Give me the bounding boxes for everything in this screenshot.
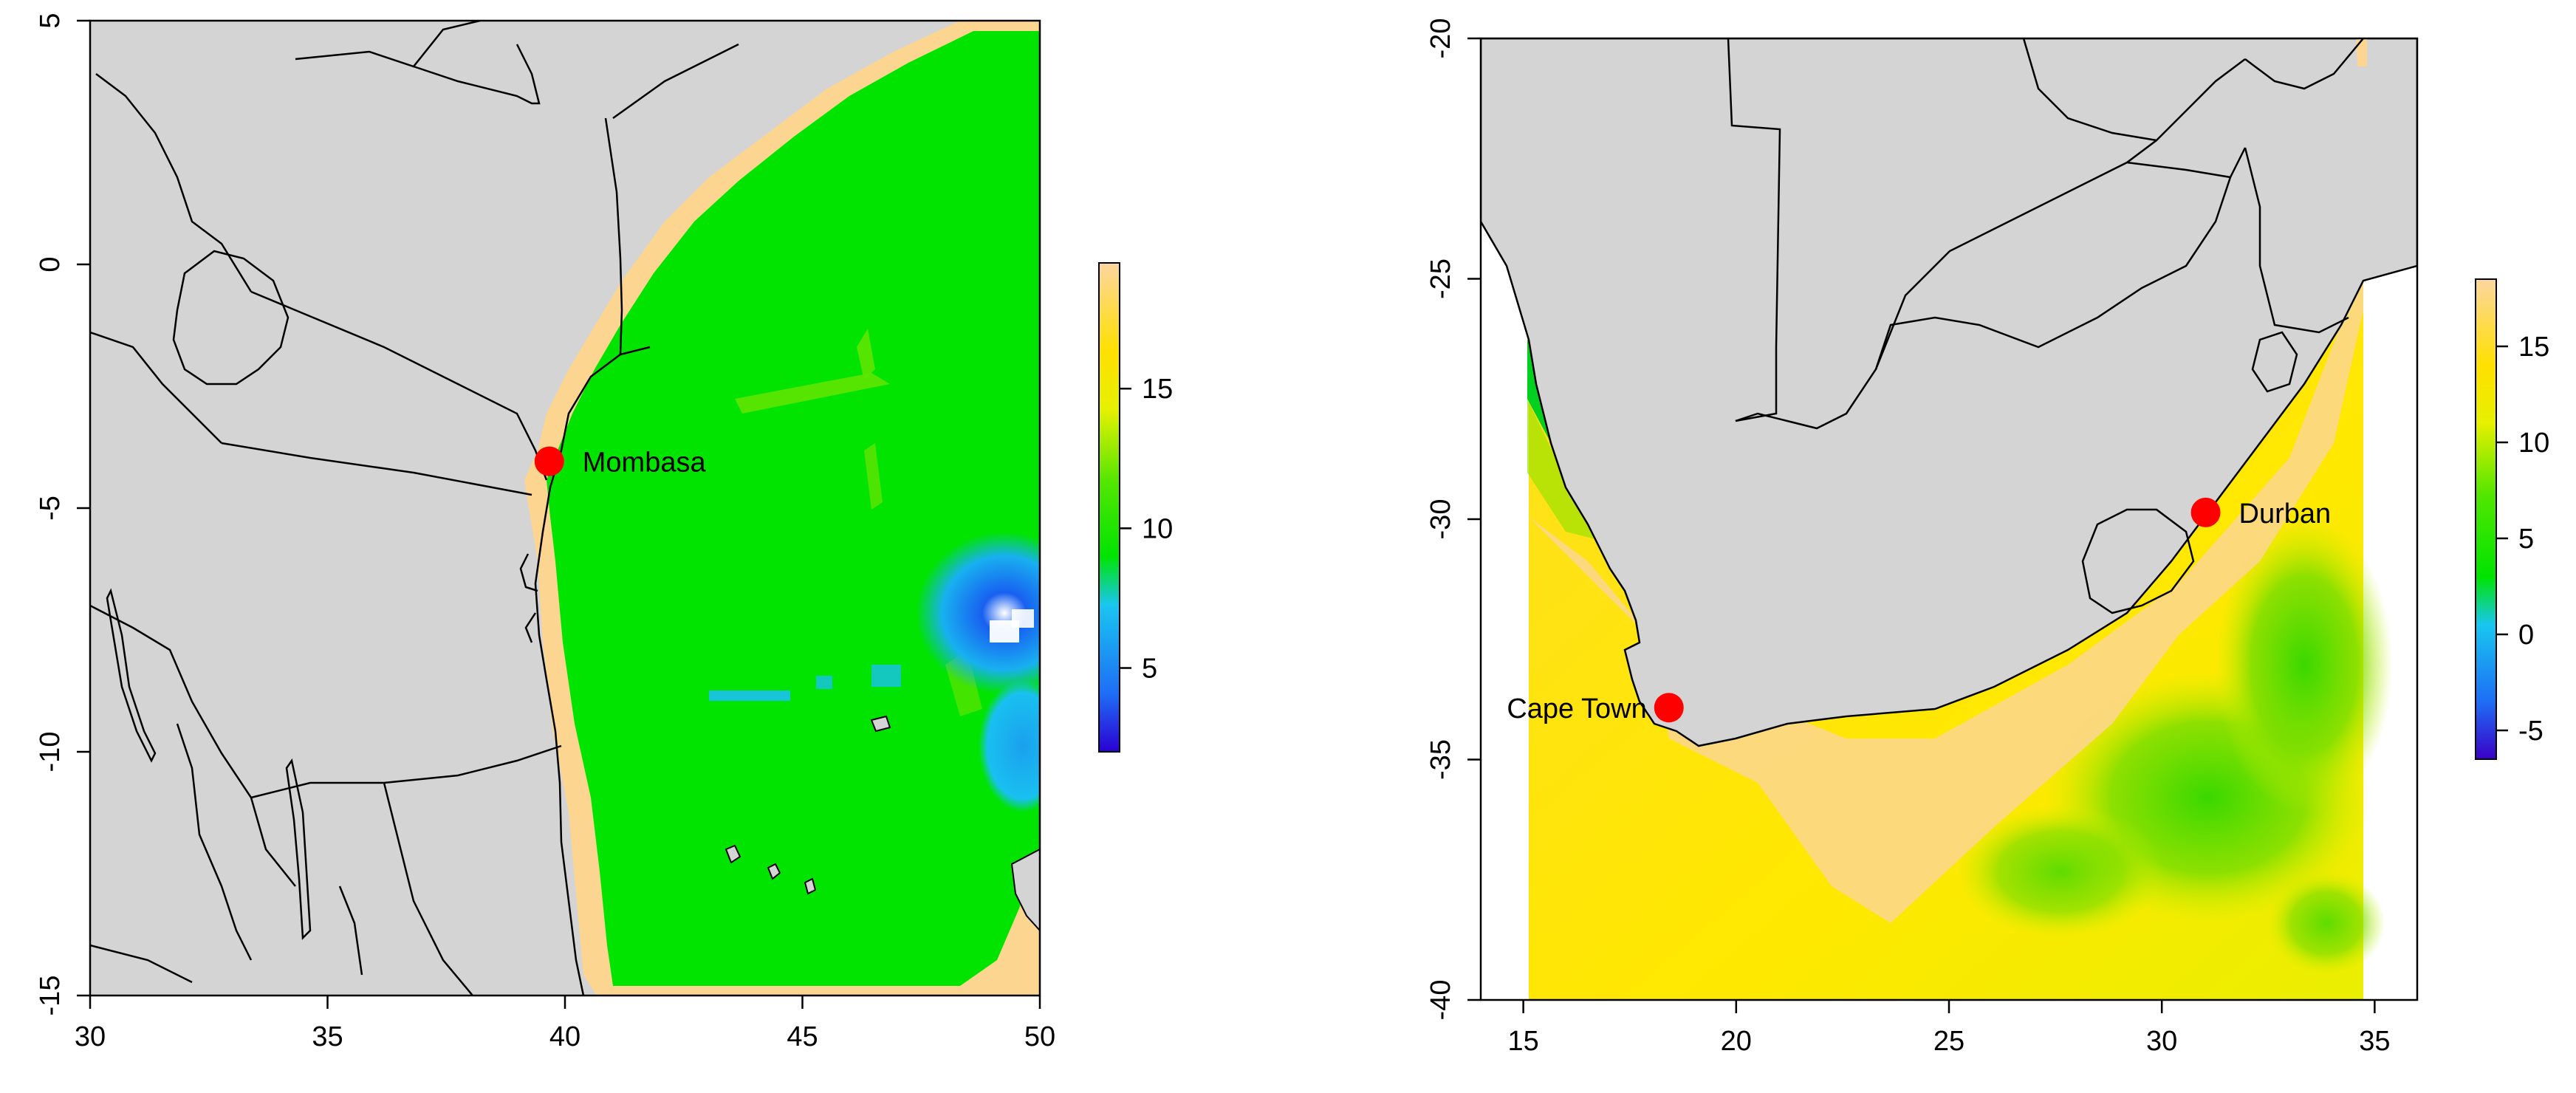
- x-tick-label: 45: [787, 1021, 818, 1052]
- land-area: [1481, 38, 2417, 747]
- y-tick-label: -15: [35, 976, 66, 1016]
- x-tick-label: 50: [1024, 1021, 1055, 1052]
- colorbar-tick-label: 10: [1142, 513, 1173, 544]
- colorbar-tick-label: 0: [2518, 620, 2534, 651]
- location-label: Cape Town: [1507, 693, 1646, 724]
- y-tick-label: -20: [1425, 18, 1456, 59]
- location-marker: [534, 446, 564, 476]
- location-label: Mombasa: [583, 448, 707, 479]
- colorbar-tick-label: -5: [2518, 716, 2544, 747]
- colorbar-tick-label: 15: [1142, 374, 1173, 405]
- map-panel-south-africa: 15 20 25 30 35 -40 -35 -30 -25 -20 Durban Cape Tow…: [1425, 18, 2549, 1057]
- x-tick-label: 15: [1507, 1026, 1538, 1057]
- y-tick-label: -25: [1425, 258, 1456, 299]
- colorbar-tick-label: 15: [2518, 332, 2549, 363]
- x-tick-label: 30: [75, 1021, 106, 1052]
- colorbar-right: -5 0 5 10 15: [2475, 278, 2549, 760]
- colorbar-left: 5 10 15: [1098, 262, 1173, 753]
- x-tick-label: 30: [2146, 1026, 2177, 1057]
- location-label: Durban: [2239, 498, 2332, 530]
- y-tick-label: -5: [35, 496, 66, 521]
- colorbar-tick-label: 5: [1142, 654, 1157, 685]
- x-tick-label: 25: [1933, 1026, 1964, 1057]
- country-borders: [1727, 38, 2364, 614]
- y-tick-label: 0: [35, 256, 66, 272]
- y-tick-label: 5: [35, 13, 66, 28]
- country-borders: [90, 21, 739, 996]
- x-tick-label: 20: [1721, 1026, 1752, 1057]
- map-panel-east-africa: 30 35 40 45 50 -15 -10 -5 0 5 Mombasa 5 10 15: [35, 13, 1173, 1052]
- locations-right: Durban Cape Town: [1507, 497, 2332, 724]
- ocean-data-values: [547, 31, 1040, 986]
- colorbar-tick-label: 10: [2518, 428, 2549, 459]
- axes-right: 15 20 25 30 35 -40 -35 -30 -25 -20: [1425, 18, 2391, 1057]
- x-tick-label: 35: [312, 1021, 343, 1052]
- axes-left: 30 35 40 45 50 -15 -10 -5 0 5: [35, 13, 1055, 1052]
- location-marker: [2190, 497, 2221, 527]
- x-tick-label: 40: [549, 1021, 580, 1052]
- y-tick-label: -40: [1425, 980, 1456, 1021]
- y-tick-label: -35: [1425, 739, 1456, 780]
- colorbar-tick-label: 5: [2518, 524, 2534, 555]
- locations-left: Mombasa: [534, 446, 707, 479]
- y-tick-label: -30: [1425, 499, 1456, 540]
- location-marker: [1654, 693, 1684, 723]
- y-tick-label: -10: [35, 732, 66, 772]
- x-tick-label: 35: [2359, 1026, 2390, 1057]
